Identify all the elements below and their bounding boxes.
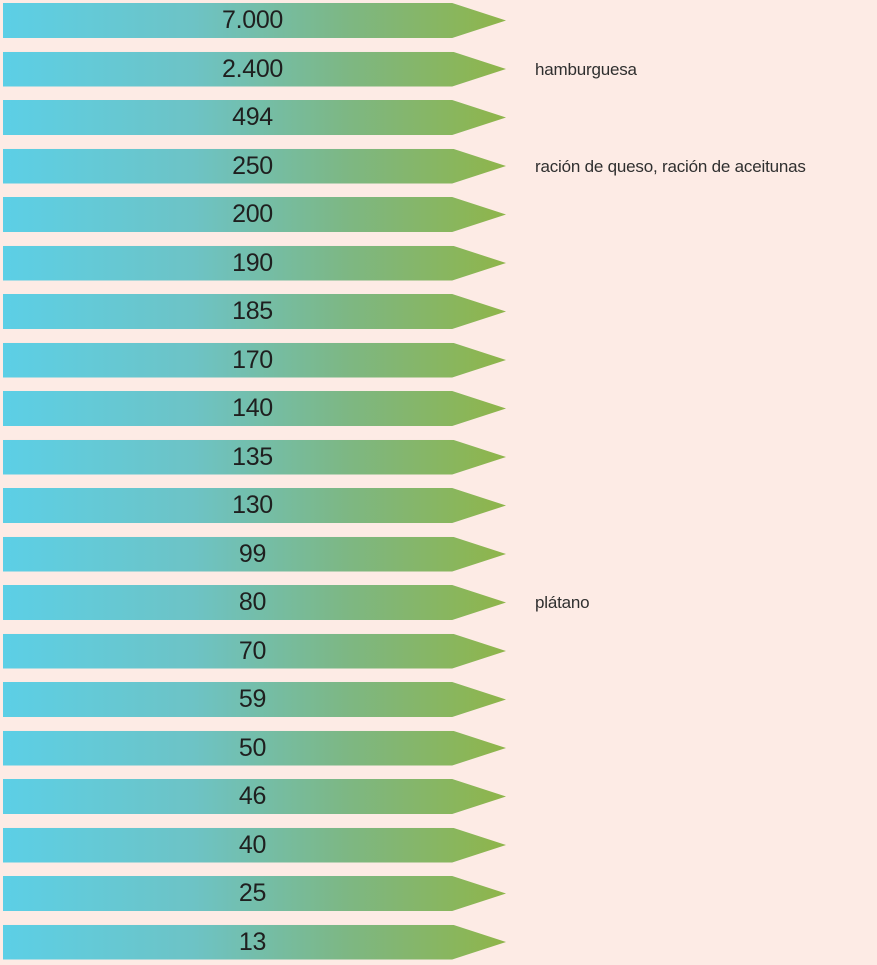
arrow-marker: 185 bbox=[3, 294, 506, 329]
row-value: 135 bbox=[232, 442, 273, 471]
value-row: 99 bbox=[0, 534, 877, 574]
value-row: 250 ración de queso, ración de aceitunas bbox=[0, 146, 877, 186]
arrow-marker: 200 bbox=[3, 197, 506, 232]
row-value: 70 bbox=[238, 636, 267, 665]
arrow-marker: 140 bbox=[3, 391, 506, 426]
row-value: 170 bbox=[232, 345, 273, 374]
arrow-marker: 170 bbox=[3, 342, 506, 378]
row-value: 494 bbox=[232, 103, 273, 131]
row-value: 99 bbox=[238, 539, 267, 568]
row-value: 59 bbox=[238, 685, 267, 713]
arrow-marker: 130 bbox=[3, 488, 506, 523]
value-row: 40 bbox=[0, 825, 877, 865]
value-row: 135 bbox=[0, 437, 877, 477]
value-row: 46 bbox=[0, 776, 877, 816]
arrow-marker: 494 bbox=[3, 100, 506, 135]
value-row: 80 plátano bbox=[0, 582, 877, 622]
value-row: 25 bbox=[0, 873, 877, 913]
arrow-marker: 7.000 bbox=[3, 3, 506, 38]
value-row: 140 bbox=[0, 388, 877, 428]
value-row: 59 bbox=[0, 679, 877, 719]
arrow-marker: 2.400 bbox=[3, 51, 506, 87]
value-row: 200 bbox=[0, 194, 877, 234]
row-value: 190 bbox=[232, 248, 273, 277]
row-label: hamburguesa bbox=[535, 59, 637, 79]
value-row: 2.400 hamburguesa bbox=[0, 49, 877, 89]
value-row: 185 bbox=[0, 291, 877, 331]
arrow-marker: 50 bbox=[3, 730, 506, 766]
arrow-marker: 59 bbox=[3, 682, 506, 717]
value-row: 170 bbox=[0, 340, 877, 380]
arrow-marker: 135 bbox=[3, 439, 506, 475]
arrow-marker: 70 bbox=[3, 633, 506, 669]
value-row: 190 bbox=[0, 243, 877, 283]
row-value: 13 bbox=[238, 927, 267, 956]
row-value: 130 bbox=[232, 491, 273, 519]
arrow-marker: 40 bbox=[3, 827, 506, 863]
value-row: 13 bbox=[0, 922, 877, 962]
arrow-marker: 80 bbox=[3, 585, 506, 620]
row-value: 185 bbox=[232, 297, 273, 325]
row-value: 40 bbox=[238, 830, 267, 859]
row-value: 250 bbox=[232, 151, 273, 180]
arrow-marker: 25 bbox=[3, 876, 506, 911]
value-row: 494 bbox=[0, 97, 877, 137]
arrow-marker: 99 bbox=[3, 536, 506, 572]
value-row: 70 bbox=[0, 631, 877, 671]
row-value: 50 bbox=[238, 733, 267, 762]
arrow-marker: 190 bbox=[3, 245, 506, 281]
arrow-marker: 46 bbox=[3, 779, 506, 814]
arrow-marker: 13 bbox=[3, 924, 506, 960]
row-value: 80 bbox=[238, 588, 267, 616]
row-value: 200 bbox=[232, 200, 273, 228]
row-value: 2.400 bbox=[221, 54, 284, 83]
row-label: ración de queso, ración de aceitunas bbox=[535, 156, 806, 176]
row-label: plátano bbox=[535, 593, 590, 612]
value-row: 7.000 bbox=[0, 0, 877, 40]
arrow-marker: 250 bbox=[3, 148, 506, 184]
value-row: 50 bbox=[0, 728, 877, 768]
row-value: 46 bbox=[238, 782, 267, 810]
row-value: 7.000 bbox=[221, 6, 284, 34]
row-value: 25 bbox=[238, 879, 267, 907]
value-row: 130 bbox=[0, 485, 877, 525]
row-value: 140 bbox=[232, 394, 273, 422]
